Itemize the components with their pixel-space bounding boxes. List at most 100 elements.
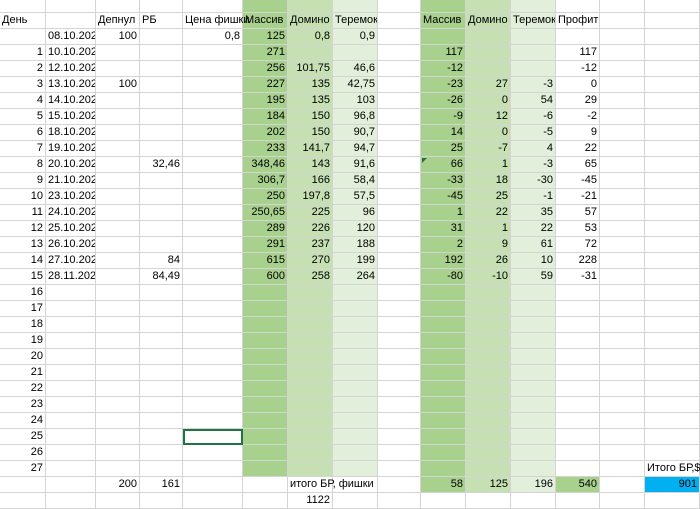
cell-massiv[interactable]: 289 bbox=[243, 221, 288, 237]
cell-domino-delta[interactable]: 22 bbox=[466, 205, 511, 221]
cell-empty[interactable] bbox=[421, 493, 466, 509]
cell-empty[interactable] bbox=[378, 125, 421, 141]
cell-rb[interactable] bbox=[140, 429, 183, 445]
cell-empty[interactable] bbox=[378, 173, 421, 189]
cell-day[interactable]: 11 bbox=[0, 205, 46, 221]
cell-date[interactable] bbox=[46, 445, 96, 461]
cell-rb[interactable] bbox=[140, 397, 183, 413]
cell-teremok-delta[interactable] bbox=[511, 349, 556, 365]
cell-profit[interactable]: 57 bbox=[556, 205, 600, 221]
cell-date[interactable] bbox=[46, 381, 96, 397]
cell-profit[interactable] bbox=[556, 429, 600, 445]
cell-teremok-delta[interactable] bbox=[511, 301, 556, 317]
cell-chip-price[interactable] bbox=[183, 189, 243, 205]
cell-rb[interactable] bbox=[140, 205, 183, 221]
cell-teremok-delta[interactable]: 54 bbox=[511, 93, 556, 109]
cell-massiv[interactable]: 250 bbox=[243, 189, 288, 205]
cell-teremok[interactable]: 58,4 bbox=[333, 173, 378, 189]
cell-massiv-delta[interactable] bbox=[421, 285, 466, 301]
header-date[interactable] bbox=[46, 13, 96, 29]
cell-rb[interactable] bbox=[140, 189, 183, 205]
header-teremok-delta[interactable]: Теремок bbox=[511, 13, 556, 29]
cell-teremok[interactable]: 96,8 bbox=[333, 109, 378, 125]
cell-empty[interactable] bbox=[600, 445, 645, 461]
top-row-cell[interactable] bbox=[466, 0, 511, 13]
cell-empty[interactable] bbox=[600, 461, 645, 477]
cell-rb[interactable] bbox=[140, 221, 183, 237]
cell-day[interactable]: 2 bbox=[0, 61, 46, 77]
cell-massiv-delta[interactable]: -80 bbox=[421, 269, 466, 285]
cell-profit[interactable] bbox=[556, 381, 600, 397]
cell-empty[interactable] bbox=[645, 349, 700, 365]
cell-teremok-delta[interactable]: -1 bbox=[511, 189, 556, 205]
cell-massiv-delta[interactable]: 117 bbox=[421, 45, 466, 61]
cell-deposit[interactable] bbox=[96, 173, 140, 189]
cell-empty[interactable] bbox=[600, 333, 645, 349]
cell-deposit[interactable] bbox=[96, 301, 140, 317]
total-teremok-delta[interactable]: 196 bbox=[511, 477, 556, 493]
header-rb[interactable]: РБ bbox=[140, 13, 183, 29]
cell-day[interactable]: 16 bbox=[0, 285, 46, 301]
cell-empty[interactable] bbox=[378, 301, 421, 317]
cell-teremok-delta[interactable] bbox=[511, 45, 556, 61]
cell-domino[interactable] bbox=[288, 461, 333, 477]
cell-rb[interactable] bbox=[140, 381, 183, 397]
cell-domino-delta[interactable]: 9 bbox=[466, 237, 511, 253]
cell-massiv-delta[interactable] bbox=[421, 349, 466, 365]
cell-domino-delta[interactable]: 0 bbox=[466, 93, 511, 109]
cell-massiv-delta[interactable]: 2 bbox=[421, 237, 466, 253]
cell-domino[interactable] bbox=[288, 317, 333, 333]
cell-empty[interactable] bbox=[645, 221, 700, 237]
top-row-cell[interactable] bbox=[378, 0, 421, 13]
cell-massiv[interactable] bbox=[243, 445, 288, 461]
cell-teremok-delta[interactable]: 10 bbox=[511, 253, 556, 269]
cell-empty[interactable] bbox=[645, 429, 700, 445]
cell-date[interactable] bbox=[46, 333, 96, 349]
cell-profit[interactable]: 22 bbox=[556, 141, 600, 157]
cell-domino[interactable] bbox=[288, 285, 333, 301]
cell-chip-price[interactable] bbox=[183, 333, 243, 349]
cell-empty[interactable] bbox=[600, 109, 645, 125]
cell-empty[interactable] bbox=[378, 141, 421, 157]
cell-domino-delta[interactable]: 12 bbox=[466, 109, 511, 125]
cell-teremok[interactable]: 199 bbox=[333, 253, 378, 269]
cell-profit[interactable] bbox=[556, 349, 600, 365]
cell-empty[interactable] bbox=[600, 157, 645, 173]
cell-domino[interactable] bbox=[288, 45, 333, 61]
cell-empty[interactable] bbox=[600, 253, 645, 269]
cell-teremok[interactable] bbox=[333, 413, 378, 429]
cell-empty[interactable] bbox=[333, 493, 378, 509]
cell-teremok-delta[interactable] bbox=[511, 381, 556, 397]
cell-day[interactable]: 4 bbox=[0, 93, 46, 109]
cell-empty[interactable] bbox=[645, 237, 700, 253]
cell-empty[interactable] bbox=[378, 413, 421, 429]
cell-rb[interactable] bbox=[140, 349, 183, 365]
cell-massiv-delta[interactable] bbox=[421, 461, 466, 477]
cell-empty[interactable] bbox=[140, 493, 183, 509]
cell-teremok[interactable] bbox=[333, 349, 378, 365]
cell-empty[interactable] bbox=[645, 29, 700, 45]
cell-empty[interactable] bbox=[645, 109, 700, 125]
cell-massiv[interactable] bbox=[243, 349, 288, 365]
cell-domino-delta[interactable] bbox=[466, 317, 511, 333]
cell-teremok-delta[interactable] bbox=[511, 365, 556, 381]
cell-massiv-delta[interactable] bbox=[421, 397, 466, 413]
cell-empty[interactable] bbox=[645, 173, 700, 189]
cell-domino-delta[interactable]: -7 bbox=[466, 141, 511, 157]
cell-domino-delta[interactable]: 0 bbox=[466, 125, 511, 141]
cell-domino[interactable] bbox=[288, 429, 333, 445]
cell-rb[interactable] bbox=[140, 445, 183, 461]
header-empty[interactable] bbox=[645, 13, 700, 29]
cell-deposit[interactable] bbox=[96, 269, 140, 285]
header-profit[interactable]: Профит bbox=[556, 13, 600, 29]
total-profit[interactable]: 540 bbox=[556, 477, 600, 493]
cell-chip-price[interactable] bbox=[183, 461, 243, 477]
cell-empty[interactable] bbox=[600, 237, 645, 253]
cell-profit[interactable] bbox=[556, 461, 600, 477]
cell-domino-delta[interactable]: 1 bbox=[466, 221, 511, 237]
cell-deposit[interactable] bbox=[96, 285, 140, 301]
cell-profit[interactable] bbox=[556, 365, 600, 381]
cell-chip-price[interactable] bbox=[183, 221, 243, 237]
